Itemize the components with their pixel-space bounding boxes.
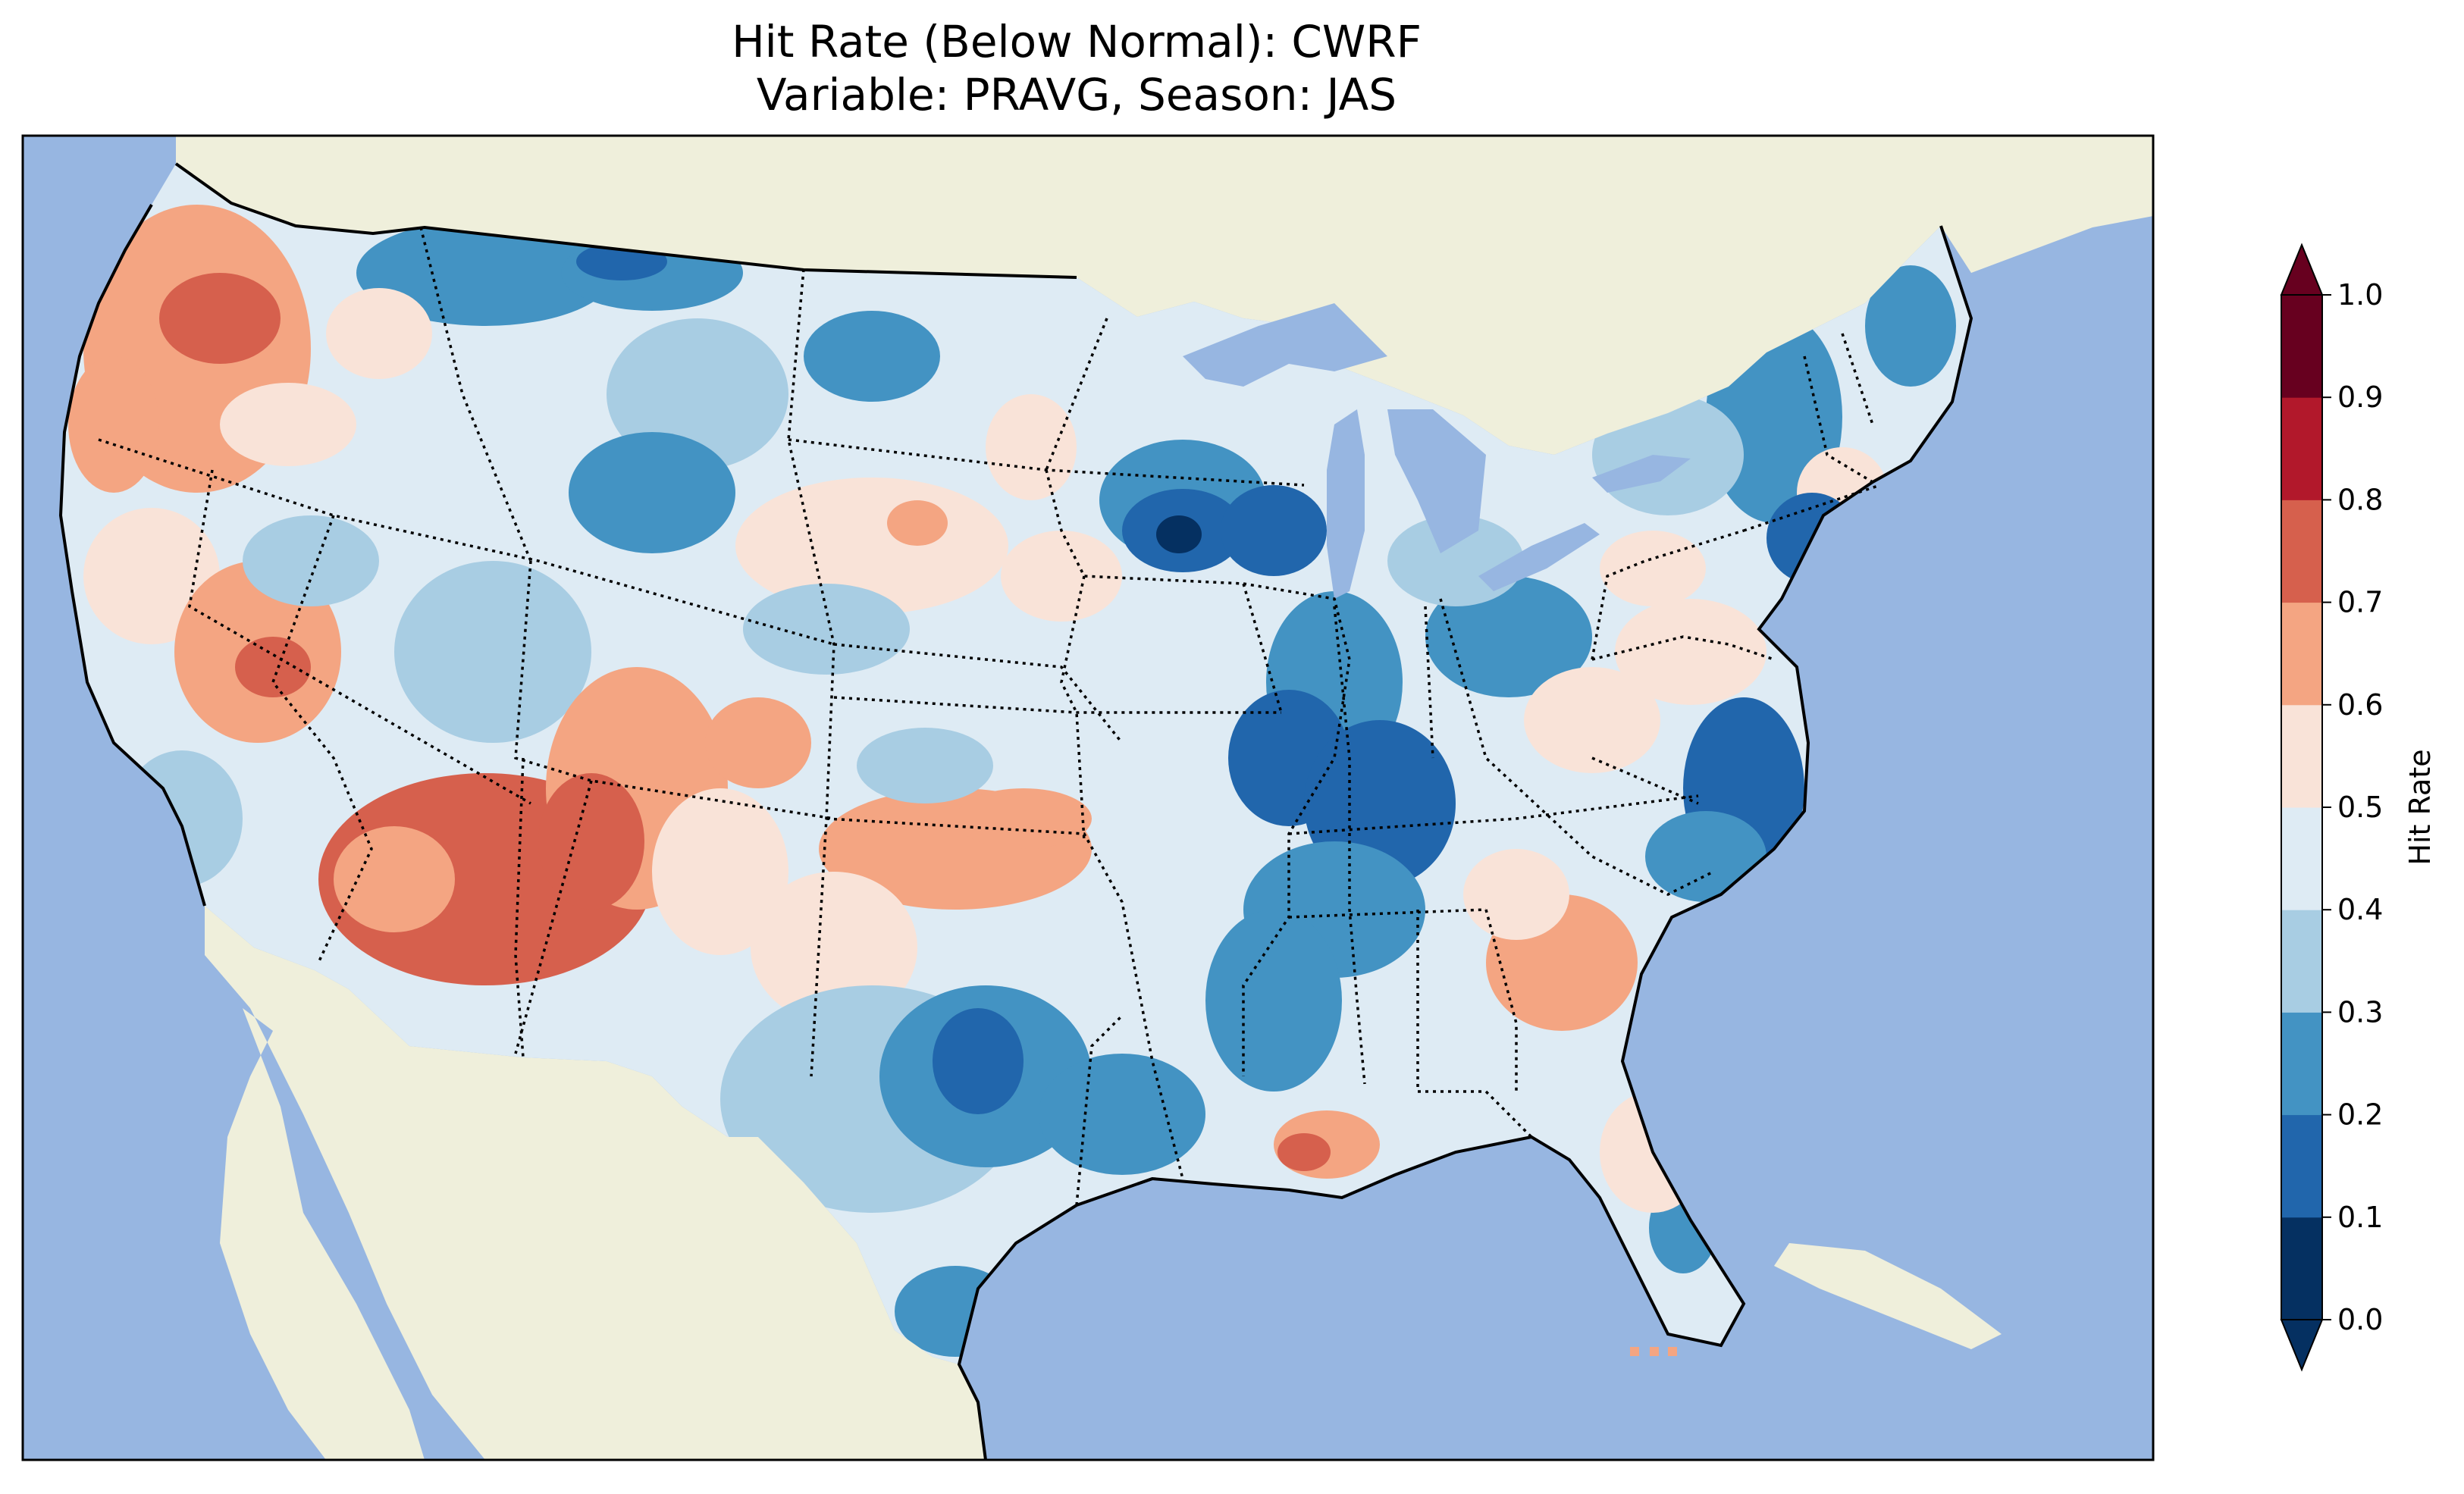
lake-erie [1478,523,1600,591]
colorbar-tick-label: 0.9 [2337,381,2383,414]
usa-land [61,164,1971,1364]
colorbar-bin [2281,602,2322,706]
coastlines [58,162,1973,1460]
colorbar-bin [2281,1012,2322,1116]
colorbar-bin [2281,1217,2322,1320]
colorbar-tick-label: 0.3 [2337,995,2383,1029]
colorbar-extend-min [2280,1319,2324,1372]
lake-ontario [1592,455,1691,493]
colorbar-bin [2281,807,2322,910]
state-borders [98,227,1881,1206]
colorbar-bin [2281,295,2322,398]
colorbar-bin [2281,397,2322,500]
colorbar-extend-max [2280,243,2324,296]
colorbar-tick-label: 1.0 [2337,278,2383,312]
chart-subtitle: Variable: PRAVG, Season: JAS [756,69,1397,121]
colorbar-bin [2281,1114,2322,1218]
colorbar-tick-label: 0.2 [2337,1098,2383,1132]
mexico-land [205,906,986,1460]
colorbar-tick-label: 0.8 [2337,483,2383,516]
colorbar-bin [2281,704,2322,808]
keys-dots [1630,1347,1677,1356]
canada-land [176,136,2153,455]
map-frame [21,134,2155,1461]
colorbar-tick-label: 0.0 [2337,1303,2383,1336]
hit-rate-field [68,205,1956,1357]
lake-michigan [1327,409,1365,599]
colorbar-bin [2281,910,2322,1013]
lake-huron [1387,409,1486,553]
colorbar-tick-label: 0.6 [2337,688,2383,722]
colorbar-tick-label: 0.4 [2337,893,2383,926]
colorbar-bin [2281,500,2322,603]
colorbar-label: Hit Rate [2403,749,2437,865]
colorbar-tick-label: 0.7 [2337,586,2383,619]
cuba-land [1774,1243,2002,1349]
colorbar-tick-label: 0.1 [2337,1201,2383,1234]
colorbar-tick-label: 0.5 [2337,791,2383,824]
chart-title: Hit Rate (Below Normal): CWRF [732,16,1422,67]
lake-superior [1183,303,1387,387]
